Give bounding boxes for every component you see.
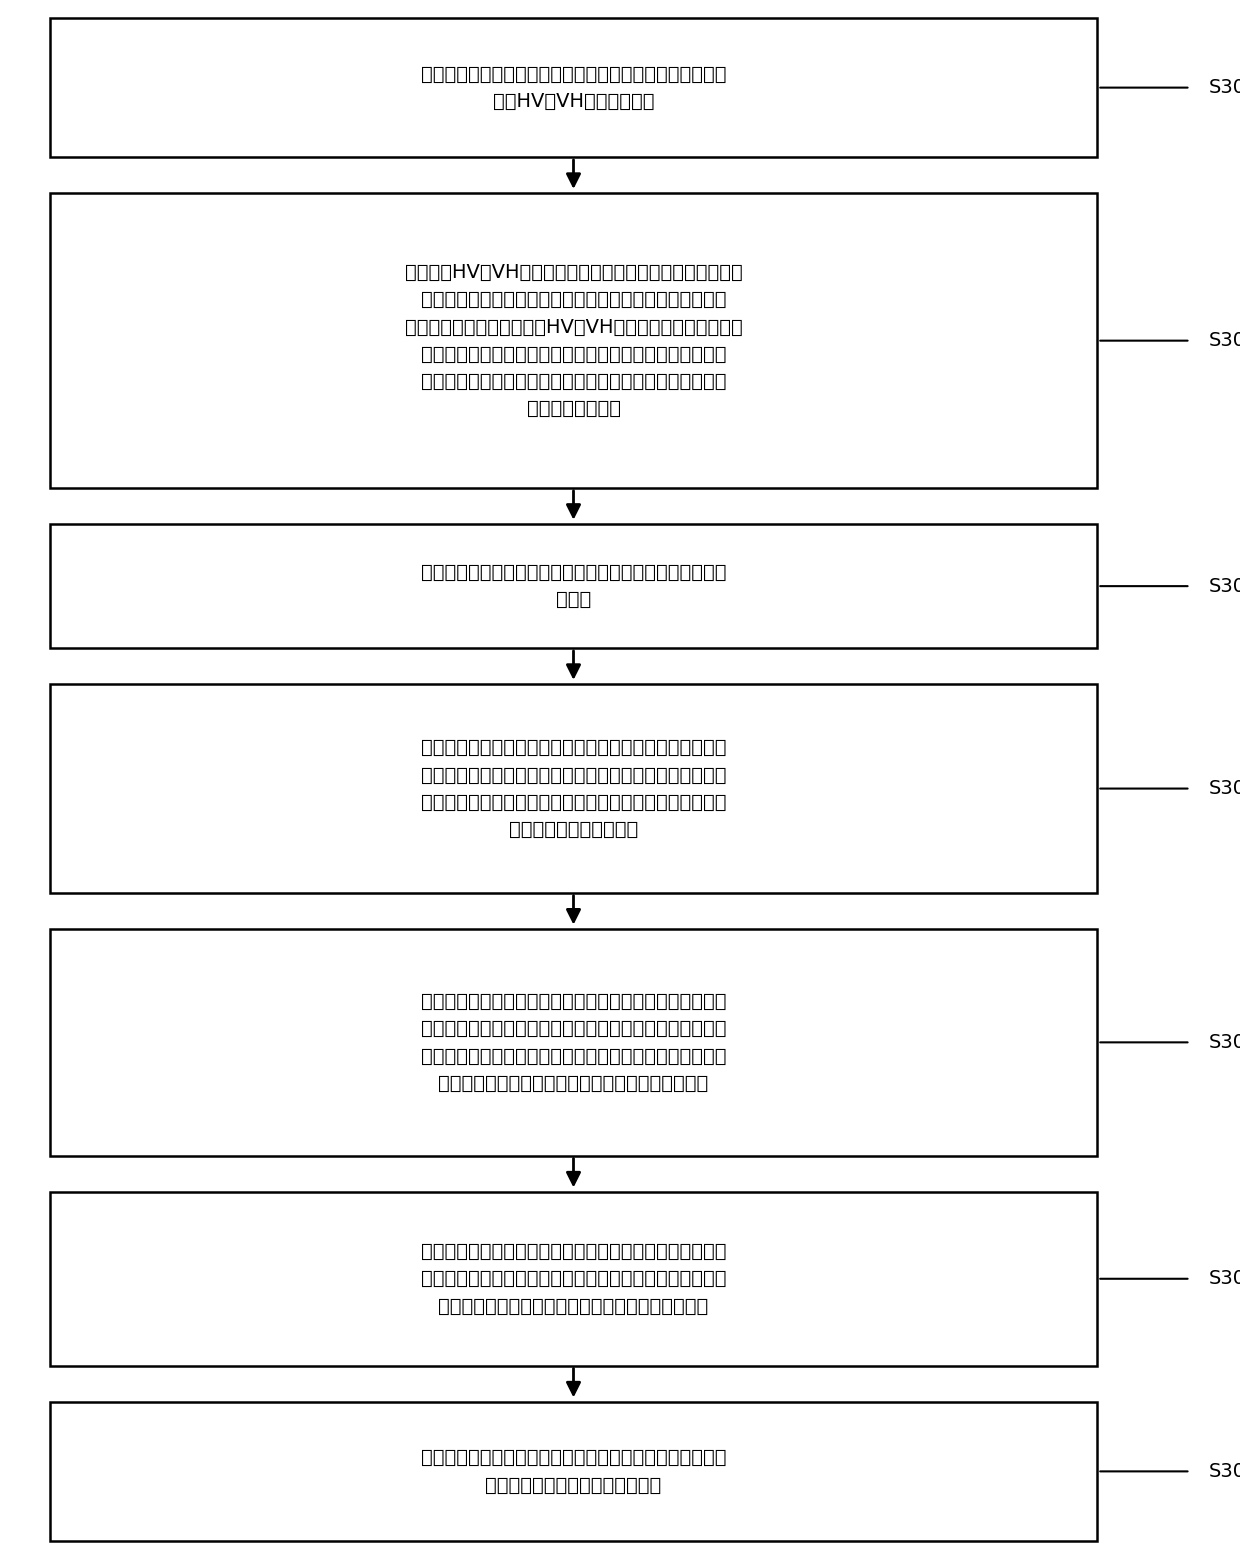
Text: 确定所述梯度矩阵的每个第二区域中梯度极大值点，以及，
最小值点，得到一个点集合；所述梯度矩阵由多个所述第二
区域组成，其中，不同所述第二区域的面积大小相等，且不: 确定所述梯度矩阵的每个第二区域中梯度极大值点，以及， 最小值点，得到一个点集合；… xyxy=(420,739,727,839)
Text: 分别确定所述点集合中每个点附近的多个极大值点，并将所
述多个极大值点所形成的闭合区域确定为斑块，得到至少两
个斑块，所述至少两个斑块中，至少存在一个全部为海冰信: 分别确定所述点集合中每个点附近的多个极大值点，并将所 述多个极大值点所形成的闭合… xyxy=(420,992,727,1093)
Bar xyxy=(50,929,1097,1155)
Text: S302: S302 xyxy=(1209,331,1240,351)
Bar xyxy=(50,1193,1097,1366)
Bar xyxy=(50,524,1097,649)
Bar xyxy=(50,1402,1097,1540)
Text: S301: S301 xyxy=(1209,78,1240,97)
Text: 根据每个所述斑块分别在能量特征与熵特征中所包含的特征
值，将能量平均值大于预设能量阈值的斑块确定为海水样本
，将熵平均值大于预设熵阈值的斑块确定为海冰样本: 根据每个所述斑块分别在能量特征与熵特征中所包含的特征 值，将能量平均值大于预设能… xyxy=(420,1243,727,1316)
Bar xyxy=(50,684,1097,893)
Text: S307: S307 xyxy=(1209,1462,1240,1481)
Text: S306: S306 xyxy=(1209,1269,1240,1288)
Bar xyxy=(50,19,1097,157)
Text: S304: S304 xyxy=(1209,780,1240,798)
Bar xyxy=(50,193,1097,488)
Text: 计算所述HV或VH交叉极化图像中每个第一区域所对应的至少
两种纹理信息，得到分别反映所述至少两种纹理信息的至少
两个纹理特征；其中，所述HV或VH交叉极化图像由: 计算所述HV或VH交叉极化图像中每个第一区域所对应的至少 两种纹理信息，得到分别… xyxy=(404,263,743,418)
Text: 获取待分离的合成孔径雷达图像，所述合成孔径雷达图像中
包括HV或VH交叉极化图像: 获取待分离的合成孔径雷达图像，所述合成孔径雷达图像中 包括HV或VH交叉极化图像 xyxy=(420,64,727,111)
Text: S303: S303 xyxy=(1209,577,1240,596)
Text: 确定所述至少两个纹理特征中的至少一个目标纹理特征的梯
度矩阵: 确定所述至少两个纹理特征中的至少一个目标纹理特征的梯 度矩阵 xyxy=(420,563,727,610)
Text: S305: S305 xyxy=(1209,1034,1240,1052)
Text: 基于所述海冰样本和所述海水样本，从所述合成孔径雷达图
像中分离出海冰信息以及海水信息: 基于所述海冰样本和所述海水样本，从所述合成孔径雷达图 像中分离出海冰信息以及海水… xyxy=(420,1448,727,1495)
